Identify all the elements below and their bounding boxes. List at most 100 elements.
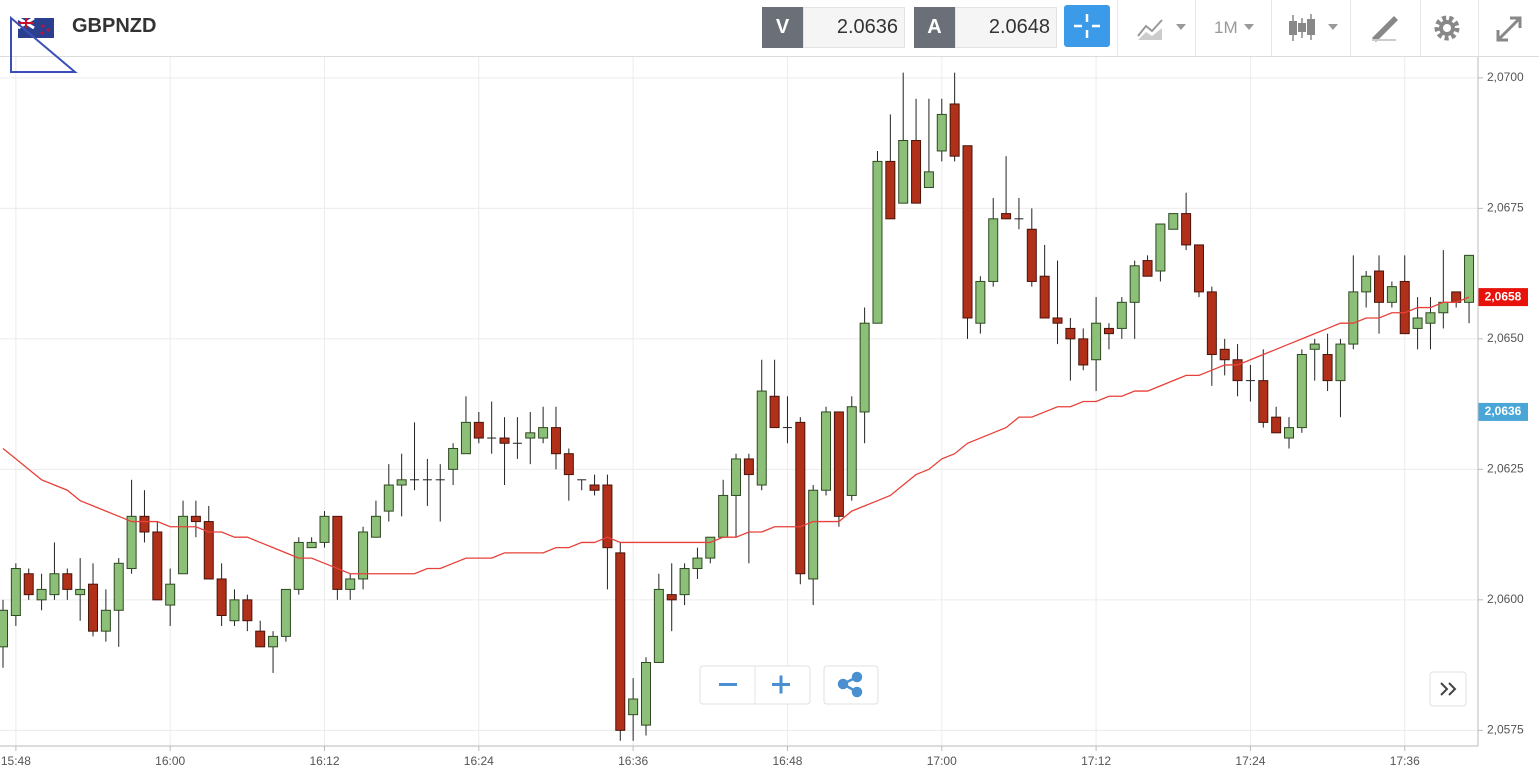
candle-body bbox=[769, 395, 780, 429]
candle-body bbox=[949, 103, 960, 157]
x-tick-label: 17:12 bbox=[1081, 754, 1111, 768]
candle-body bbox=[410, 479, 420, 481]
candle-body bbox=[1386, 286, 1397, 303]
ask-price[interactable]: 2.0648 bbox=[955, 7, 1057, 48]
candle-body bbox=[396, 479, 407, 486]
zoom-controls bbox=[699, 665, 1467, 707]
candle-body bbox=[808, 489, 819, 580]
crosshair-button[interactable] bbox=[1064, 5, 1110, 47]
separator bbox=[1271, 0, 1272, 56]
candle-body bbox=[435, 479, 445, 481]
price-marker bbox=[1478, 288, 1528, 307]
candle-body bbox=[666, 594, 677, 601]
candle-body bbox=[229, 599, 240, 622]
candle-body bbox=[743, 458, 754, 476]
candle-body bbox=[23, 573, 34, 596]
candle-body bbox=[460, 421, 471, 455]
candle-body bbox=[1091, 322, 1102, 361]
candle-body bbox=[1103, 327, 1114, 335]
draw-tools-button[interactable] bbox=[1370, 14, 1400, 42]
price-marker-label: 2,0636 bbox=[1485, 404, 1522, 418]
candle-body bbox=[1412, 317, 1423, 329]
candle-body bbox=[641, 661, 651, 726]
x-tick-label: 16:24 bbox=[464, 754, 494, 768]
candle-body bbox=[962, 145, 973, 319]
plot-area bbox=[0, 57, 1478, 746]
x-tick-label: 16:12 bbox=[309, 754, 339, 768]
candle-body bbox=[345, 578, 356, 590]
candle-body bbox=[1065, 327, 1076, 340]
candle-body bbox=[512, 442, 522, 444]
moving-average-line bbox=[2, 296, 1470, 575]
candle-body bbox=[1014, 218, 1024, 220]
candle-body bbox=[113, 562, 124, 611]
separator bbox=[1478, 0, 1479, 56]
candle-body bbox=[1271, 416, 1282, 434]
timeframe[interactable]: 1M bbox=[1214, 18, 1238, 37]
ask-label: A bbox=[914, 7, 955, 48]
zoom-in[interactable] bbox=[772, 675, 790, 694]
candle-body bbox=[88, 583, 99, 632]
y-tick-label: 2,0625 bbox=[1487, 462, 1524, 476]
x-tick-label: 17:36 bbox=[1390, 754, 1420, 768]
candle-body bbox=[1464, 254, 1475, 303]
candle-body bbox=[846, 406, 857, 496]
settings-button[interactable] bbox=[1432, 13, 1462, 43]
candle-body bbox=[1026, 228, 1037, 282]
candle-body bbox=[577, 479, 587, 481]
candle-body bbox=[487, 437, 497, 439]
candle-body bbox=[1001, 213, 1012, 220]
candle-body bbox=[1129, 265, 1140, 303]
candle-body bbox=[178, 515, 189, 575]
candle-body bbox=[203, 521, 214, 580]
candle-body bbox=[75, 588, 86, 596]
candle-body bbox=[293, 541, 304, 590]
fullscreen-button[interactable] bbox=[1495, 15, 1523, 43]
candle-body bbox=[538, 427, 549, 439]
candle-body bbox=[1374, 270, 1385, 303]
candle-body bbox=[589, 484, 600, 491]
candle-body bbox=[718, 494, 729, 538]
candle-body bbox=[499, 437, 510, 444]
candle-body bbox=[36, 588, 47, 601]
candle-body bbox=[550, 427, 561, 455]
caret bbox=[1244, 24, 1254, 30]
candle-body bbox=[1181, 213, 1192, 246]
candle-body bbox=[306, 541, 317, 549]
candle-body bbox=[1078, 338, 1089, 366]
chart-type-button[interactable] bbox=[1136, 16, 1190, 42]
candle-body bbox=[1052, 317, 1063, 324]
candle-body bbox=[100, 609, 111, 632]
candle-body bbox=[448, 447, 459, 470]
share-button[interactable] bbox=[837, 671, 863, 698]
candle-body bbox=[679, 568, 690, 596]
x-tick-label: 17:24 bbox=[1235, 754, 1265, 768]
candle-body bbox=[1348, 291, 1359, 345]
separator bbox=[1350, 0, 1351, 56]
candle-body bbox=[602, 484, 613, 549]
candle-body bbox=[255, 630, 266, 648]
y-tick-label: 2,0675 bbox=[1487, 201, 1524, 215]
candle-body bbox=[370, 515, 381, 538]
bid-price[interactable]: 2.0636 bbox=[803, 7, 905, 48]
candle-body bbox=[1309, 343, 1320, 350]
x-tick-label: 15:48 bbox=[1, 754, 31, 768]
x-tick-label: 16:00 bbox=[155, 754, 185, 768]
separator bbox=[1195, 0, 1196, 56]
candle-body bbox=[1219, 348, 1230, 361]
candle-body bbox=[62, 573, 73, 590]
separator bbox=[1117, 0, 1118, 56]
candle-body bbox=[756, 390, 767, 486]
candle-body bbox=[126, 515, 137, 570]
candle-body bbox=[1399, 280, 1410, 335]
candle-body bbox=[242, 599, 253, 622]
zoom-out[interactable] bbox=[719, 683, 737, 686]
candle-body bbox=[653, 588, 664, 663]
candle-type-button[interactable] bbox=[1288, 12, 1344, 44]
candle-body bbox=[833, 411, 844, 517]
candle-body bbox=[705, 536, 716, 559]
y-tick-label: 2,0600 bbox=[1487, 592, 1524, 606]
candle-body bbox=[1193, 244, 1204, 293]
candle-body bbox=[821, 411, 832, 491]
